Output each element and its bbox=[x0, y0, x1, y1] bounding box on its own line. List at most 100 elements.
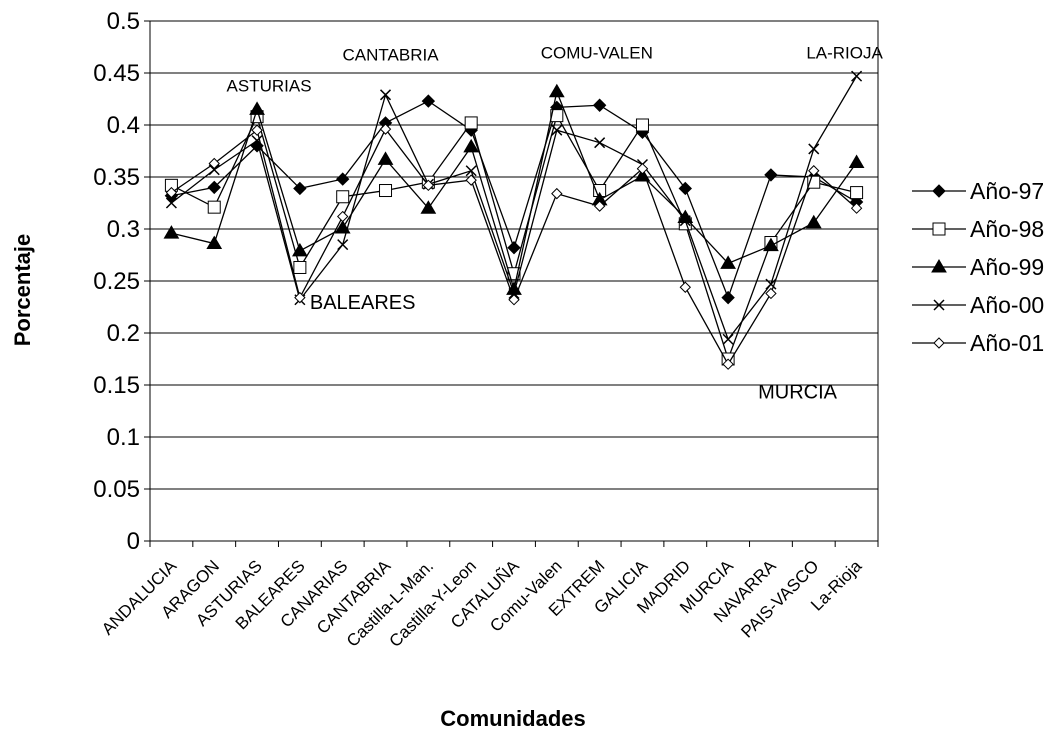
data-point bbox=[335, 172, 350, 186]
data-point bbox=[765, 287, 777, 300]
annotation-label: ASTURIAS bbox=[227, 77, 312, 96]
data-point bbox=[593, 200, 606, 212]
data-point bbox=[292, 242, 308, 257]
data-point bbox=[249, 101, 265, 115]
data-point bbox=[592, 98, 607, 112]
data-point bbox=[251, 124, 263, 136]
data-point bbox=[679, 281, 692, 293]
x-tick-labels: ANDALUCIAARAGONASTURIASBALEARESCANARIASC… bbox=[98, 556, 866, 651]
series-line bbox=[171, 89, 858, 292]
legend-item: Año-98 bbox=[912, 216, 1044, 242]
data-point bbox=[550, 109, 564, 123]
series-3 bbox=[163, 83, 865, 295]
data-point bbox=[294, 291, 306, 304]
data-point bbox=[507, 241, 521, 255]
data-point bbox=[207, 180, 221, 195]
data-point bbox=[336, 190, 350, 204]
data-point bbox=[932, 184, 946, 198]
y-tick-label: 0.45 bbox=[93, 60, 140, 87]
data-point bbox=[463, 138, 480, 153]
y-tick-label: 0.15 bbox=[93, 372, 140, 399]
data-point bbox=[763, 237, 779, 252]
data-point bbox=[850, 202, 863, 214]
legend-item: Año-97 bbox=[912, 178, 1044, 204]
data-point bbox=[337, 239, 349, 251]
data-point bbox=[420, 200, 437, 214]
y-tick-label: 0.35 bbox=[93, 164, 140, 191]
legend-item: Año-99 bbox=[912, 254, 1044, 280]
legend-item: Año-01 bbox=[912, 330, 1044, 356]
data-point bbox=[808, 143, 820, 155]
y-tick-label: 0.3 bbox=[107, 216, 140, 243]
y-tick-label: 0.25 bbox=[93, 268, 140, 295]
legend-item: Año-00 bbox=[912, 292, 1044, 318]
data-point bbox=[850, 186, 864, 200]
data-point bbox=[636, 162, 649, 175]
data-point bbox=[465, 165, 477, 177]
annotation-label: BALEARES bbox=[310, 292, 416, 314]
data-point bbox=[293, 181, 307, 196]
data-point bbox=[678, 181, 693, 196]
data-point bbox=[508, 294, 520, 306]
data-point bbox=[594, 137, 606, 149]
legend-label: Año-00 bbox=[970, 292, 1044, 318]
data-point bbox=[764, 168, 778, 182]
y-tick-label: 0 bbox=[127, 528, 140, 555]
annotation-label: COMU-VALEN bbox=[541, 43, 653, 62]
data-point bbox=[808, 165, 820, 177]
data-point bbox=[848, 154, 865, 168]
data-point bbox=[379, 123, 392, 135]
data-point bbox=[851, 70, 863, 82]
series-lines bbox=[163, 70, 865, 370]
data-point bbox=[421, 94, 436, 108]
data-point bbox=[933, 299, 945, 311]
data-point bbox=[933, 337, 945, 349]
data-point bbox=[722, 333, 734, 345]
plot-area bbox=[149, 20, 879, 542]
data-point bbox=[551, 187, 563, 200]
y-tick-label: 0.4 bbox=[107, 112, 140, 139]
data-point bbox=[379, 89, 392, 101]
data-point bbox=[720, 255, 736, 269]
data-point bbox=[207, 200, 221, 214]
legend-label: Año-99 bbox=[970, 254, 1044, 280]
axes bbox=[144, 20, 879, 547]
data-point bbox=[165, 197, 177, 209]
y-tick-label: 0.5 bbox=[107, 8, 140, 35]
y-tick-labels: 0 0.05 0.1 0.15 0.2 0.25 0.3 0.35 0.4 0.45 0.5 bbox=[93, 8, 140, 555]
data-point bbox=[208, 157, 220, 170]
data-point bbox=[765, 278, 777, 290]
y-tick-label: 0.05 bbox=[93, 476, 140, 503]
data-point bbox=[805, 214, 822, 229]
annotation-label: MURCIA bbox=[758, 382, 838, 404]
y-tick-label: 0.1 bbox=[107, 424, 140, 451]
data-point bbox=[465, 174, 477, 186]
data-point bbox=[165, 186, 178, 199]
data-point bbox=[679, 215, 691, 227]
annotations: ASTURIAS CANTABRIA COMU-VALEN LA-RIOJA BALEA… bbox=[227, 43, 884, 403]
data-point bbox=[334, 219, 351, 234]
data-point bbox=[163, 225, 180, 239]
data-point bbox=[932, 222, 946, 236]
data-point bbox=[422, 179, 435, 192]
legend-label: Año-01 bbox=[970, 330, 1044, 356]
y-axis-title: Porcentaje bbox=[10, 234, 35, 347]
data-point bbox=[722, 358, 734, 370]
data-point bbox=[635, 118, 649, 132]
data-point bbox=[721, 290, 735, 305]
legend: Año-97 Año-98 Año-99 Año-00 Año-01 bbox=[912, 178, 1044, 356]
data-point bbox=[464, 116, 478, 130]
y-tick-label: 0.2 bbox=[107, 320, 140, 347]
x-axis-title: Comunidades bbox=[440, 706, 585, 731]
annotation-label: LA-RIOJA bbox=[806, 43, 883, 62]
data-point bbox=[377, 151, 394, 165]
series-5 bbox=[165, 123, 863, 370]
legend-label: Año-98 bbox=[970, 216, 1044, 242]
data-point bbox=[548, 83, 565, 98]
data-point bbox=[293, 260, 307, 274]
data-point bbox=[931, 259, 947, 273]
annotation-label: CANTABRIA bbox=[343, 46, 440, 65]
legend-label: Año-97 bbox=[970, 178, 1044, 204]
series-2 bbox=[164, 109, 864, 366]
